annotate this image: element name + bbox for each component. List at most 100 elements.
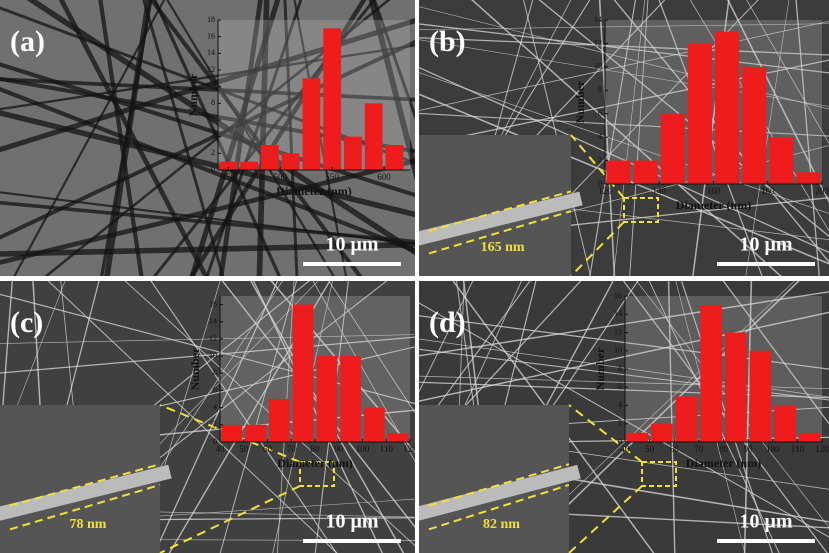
- y-tick-label: 14: [209, 317, 217, 326]
- y-tick-label: 4: [213, 402, 217, 411]
- x-tick-label: 550: [325, 172, 339, 182]
- bar: [607, 161, 631, 184]
- y-axis-label: Number: [573, 80, 587, 123]
- y-tick-label: 16: [209, 299, 217, 308]
- x-tick-label: 110: [380, 444, 394, 454]
- x-tick-label: 90: [744, 444, 754, 454]
- bar: [282, 153, 300, 170]
- bar: [303, 78, 321, 170]
- y-tick-label: 10: [594, 62, 602, 71]
- y-tick-label: 10: [209, 351, 217, 360]
- bar: [750, 351, 772, 442]
- x-tick-label: 450: [222, 172, 236, 182]
- x-tick-label: 50: [239, 444, 249, 454]
- x-axis-label: Diameter (nm): [277, 456, 352, 470]
- y-tick-label: 14: [614, 309, 622, 318]
- y-tick-label: 12: [207, 65, 215, 74]
- bar: [317, 356, 338, 442]
- bar: [364, 408, 385, 442]
- bar: [245, 425, 266, 442]
- bar: [386, 145, 404, 170]
- x-tick-label: 80: [719, 444, 729, 454]
- y-tick-label: 6: [211, 115, 215, 124]
- x-tick-label: 40: [621, 444, 631, 454]
- scale-bar-label: 10 μm: [740, 511, 793, 533]
- y-tick-label: 4: [598, 132, 602, 141]
- y-tick-label: 12: [209, 334, 217, 343]
- bar: [261, 145, 279, 170]
- bar: [700, 305, 722, 442]
- x-tick-label: 120: [403, 444, 417, 454]
- zoom-label: 78 nm: [70, 517, 107, 532]
- bar: [774, 406, 796, 443]
- bar: [627, 433, 649, 442]
- y-tick-label: 14: [594, 15, 602, 24]
- bar: [340, 356, 361, 442]
- bar: [344, 137, 362, 170]
- bar: [651, 424, 673, 442]
- y-tick-label: 12: [614, 327, 622, 336]
- y-axis-label: Number: [186, 73, 200, 116]
- panel-label: (b): [429, 25, 466, 58]
- figure: (a)10 μm024681012141618450500550600Diame…: [0, 0, 829, 553]
- x-tick-label: 50: [645, 444, 655, 454]
- bar: [293, 305, 314, 442]
- y-tick-label: 18: [207, 15, 215, 24]
- bar: [388, 433, 409, 442]
- x-axis-label: Diameter (nm): [686, 456, 761, 470]
- x-tick-label: 70: [287, 444, 297, 454]
- x-axis-label: Diameter (nm): [676, 198, 751, 212]
- x-tick-label: 120: [815, 444, 829, 454]
- panel: 165 nm(b)10 μm02468101214120140160180200…: [385, 0, 829, 296]
- scale-bar-label: 10 μm: [326, 234, 379, 256]
- y-tick-label: 8: [211, 98, 215, 107]
- x-tick-label: 600: [377, 172, 391, 182]
- page: (a)10 μm024681012141618450500550600Diame…: [0, 0, 829, 553]
- y-tick-label: 0: [211, 165, 215, 174]
- x-tick-label: 200: [815, 186, 829, 196]
- x-tick-label: 120: [598, 186, 612, 196]
- x-tick-label: 80: [311, 444, 321, 454]
- y-tick-label: 16: [614, 291, 622, 300]
- bar: [725, 333, 747, 443]
- bar: [222, 425, 243, 442]
- x-axis-label: Diameter (nm): [276, 184, 351, 198]
- bar: [676, 396, 698, 442]
- y-tick-label: 8: [598, 85, 602, 94]
- x-tick-label: 90: [334, 444, 344, 454]
- x-tick-label: 40: [216, 444, 226, 454]
- panel-label: (c): [10, 306, 43, 339]
- y-tick-label: 10: [207, 81, 215, 90]
- y-tick-label: 6: [598, 109, 602, 118]
- bar: [240, 162, 258, 170]
- x-tick-label: 100: [766, 444, 780, 454]
- x-tick-label: 180: [761, 186, 775, 196]
- scale-bar-label: 10 μm: [740, 234, 793, 256]
- y-tick-label: 2: [213, 420, 217, 429]
- y-tick-label: 2: [598, 155, 602, 164]
- y-tick-label: 4: [211, 131, 215, 140]
- zoom-label: 165 nm: [481, 240, 525, 255]
- bar: [796, 172, 820, 184]
- y-tick-label: 6: [618, 382, 622, 391]
- y-tick-label: 8: [213, 368, 217, 377]
- y-tick-label: 14: [207, 48, 215, 57]
- panel-label: (a): [10, 25, 45, 58]
- bar: [365, 103, 383, 170]
- x-tick-label: 110: [791, 444, 805, 454]
- y-axis-label: Number: [593, 347, 607, 390]
- bar: [661, 114, 685, 184]
- x-tick-label: 70: [694, 444, 704, 454]
- bar: [769, 137, 793, 184]
- x-tick-label: 60: [263, 444, 273, 454]
- zoom-label: 82 nm: [483, 517, 520, 532]
- bar: [799, 433, 821, 442]
- y-tick-label: 10: [614, 346, 622, 355]
- scale-bar-label: 10 μm: [326, 511, 379, 533]
- y-axis-label: Number: [188, 347, 202, 390]
- bar: [742, 67, 766, 184]
- bar: [634, 161, 658, 184]
- y-tick-label: 16: [207, 31, 215, 40]
- x-tick-label: 160: [707, 186, 721, 196]
